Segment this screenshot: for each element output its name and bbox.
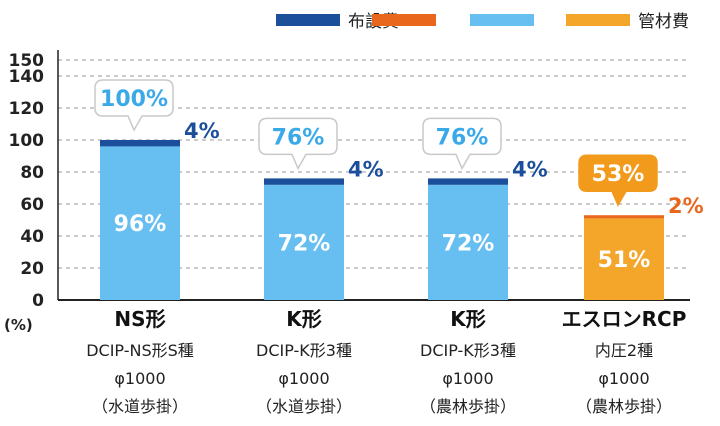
category-detail: DCIP-NS形S種 <box>86 341 194 360</box>
total-value-label: 76% <box>272 125 325 150</box>
category-labels: NS形 DCIP-NS形S種 φ1000 （水道歩掛） K形 DCIP-K形3種 φ1000… <box>86 307 686 416</box>
total-callout-bubble <box>94 79 174 132</box>
bar-segment-material <box>584 218 664 300</box>
legend-swatch <box>372 14 436 26</box>
category-detail: φ1000 <box>278 369 329 388</box>
cap-value-label: 4% <box>512 157 548 181</box>
cap-value-label: 4% <box>184 119 220 143</box>
bar-segment-material <box>428 184 508 300</box>
bar-value-label: 51% <box>598 248 651 273</box>
category-name: エスロンRCP <box>562 307 687 331</box>
category-detail: DCIP-K形3種 <box>420 341 516 360</box>
category-detail: φ1000 <box>442 369 493 388</box>
y-tick-label: 140 <box>9 67 45 87</box>
total-callout-bubble <box>578 154 658 207</box>
category-detail: φ1000 <box>598 369 649 388</box>
y-tick-label: 80 <box>20 163 44 183</box>
bar-value-label: 96% <box>114 212 167 237</box>
bar-segment-material <box>264 184 344 300</box>
total-callout-bubble <box>258 117 338 171</box>
y-tick-label: 40 <box>20 227 44 247</box>
y-tick-label: 150 <box>9 51 45 71</box>
category-detail: 内圧2種 <box>595 341 653 360</box>
category-name: K形 <box>450 307 486 331</box>
legend-swatch <box>276 14 340 26</box>
y-tick-label: 20 <box>20 259 44 279</box>
cap-value-label: 4% <box>348 157 384 181</box>
y-axis-unit: (%) <box>4 316 33 334</box>
category-name: NS形 <box>114 307 165 331</box>
total-callout-bubble <box>422 117 502 171</box>
category-detail: DCIP-K形3種 <box>256 341 352 360</box>
y-tick-label: 0 <box>32 291 44 311</box>
category-detail: φ1000 <box>114 369 165 388</box>
y-tick-label: 100 <box>9 131 45 151</box>
bar-value-label: 72% <box>442 231 495 256</box>
bar-segment-installation <box>264 178 344 185</box>
bars <box>100 140 664 300</box>
cap-value-label: 2% <box>668 194 704 218</box>
bar-segment-installation <box>584 215 664 219</box>
bar-segment-installation <box>428 178 508 185</box>
total-value-label: 100% <box>100 87 168 112</box>
total-value-label: 76% <box>436 125 489 150</box>
legend: 布設費管材費 <box>276 12 689 32</box>
y-tick-label: 120 <box>9 99 45 119</box>
legend-swatch <box>470 14 534 26</box>
y-tick-label: 60 <box>20 195 44 215</box>
legend-label: 管材費 <box>638 12 689 32</box>
category-name: K形 <box>286 307 322 331</box>
total-value-label: 53% <box>592 162 645 187</box>
category-detail: （水道歩掛） <box>92 397 188 416</box>
bar-segment-material <box>100 146 180 300</box>
bar-value-label: 72% <box>278 231 331 256</box>
category-detail: （水道歩掛） <box>256 397 352 416</box>
legend-swatch <box>566 14 630 26</box>
category-detail: （農林歩掛） <box>576 397 672 416</box>
category-detail: （農林歩掛） <box>420 397 516 416</box>
labels: 96% 4% 100% 72% 4% 76% 72% 4% 76% 51% 2% 53% <box>94 79 704 273</box>
bar-segment-installation <box>100 140 180 147</box>
